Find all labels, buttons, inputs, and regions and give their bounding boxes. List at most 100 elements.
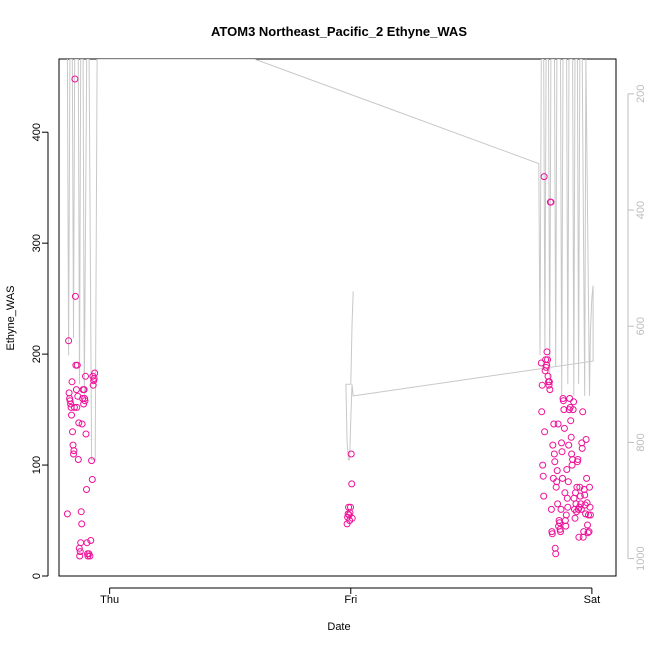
- secondary-line-layer: [66, 59, 594, 461]
- y2-tick-label: 400: [635, 201, 647, 219]
- data-point: [586, 503, 594, 511]
- data-point: [561, 517, 569, 524]
- data-point: [71, 292, 79, 300]
- data-point: [69, 441, 77, 449]
- data-point: [575, 533, 583, 541]
- data-point: [557, 528, 564, 536]
- data-point: [546, 386, 554, 394]
- data-point: [568, 450, 576, 458]
- y-tick-label: 300: [31, 234, 43, 252]
- data-point: [551, 458, 559, 466]
- data-point: [547, 505, 555, 513]
- data-point: [548, 530, 556, 538]
- data-point: [563, 466, 571, 473]
- x-tick-label: Fri: [344, 594, 357, 606]
- data-point: [586, 483, 593, 491]
- y2-tick-label: 800: [635, 433, 647, 451]
- data-point: [70, 447, 78, 455]
- data-point: [77, 508, 85, 516]
- data-point: [578, 444, 586, 452]
- data-point: [579, 533, 587, 541]
- data-point: [567, 433, 575, 441]
- data-point: [558, 448, 566, 456]
- data-point: [70, 403, 78, 411]
- data-point: [83, 486, 90, 493]
- data-point: [553, 467, 561, 475]
- data-point: [83, 539, 91, 547]
- data-point: [581, 491, 589, 499]
- data-point: [77, 539, 85, 547]
- data-point: [558, 439, 565, 447]
- data-point: [563, 494, 571, 502]
- data-point: [553, 478, 561, 486]
- data-point: [538, 381, 546, 389]
- y2-tick-label: 600: [635, 317, 647, 335]
- data-point: [580, 528, 588, 536]
- data-point: [88, 457, 96, 465]
- y-tick-label: 400: [31, 123, 43, 141]
- data-point: [348, 514, 356, 522]
- data-point: [69, 428, 76, 436]
- data-point: [71, 75, 79, 83]
- data-point: [68, 378, 76, 386]
- data-point: [68, 411, 75, 419]
- data-point: [566, 395, 574, 402]
- data-point: [545, 378, 553, 386]
- data-point: [75, 419, 83, 427]
- data-point: [573, 483, 581, 491]
- data-point: [539, 461, 547, 469]
- secondary-y-axis: 200 400 600 800 1000: [627, 85, 647, 571]
- data-point: [73, 403, 81, 411]
- data-point: [574, 456, 582, 463]
- data-point: [347, 503, 354, 511]
- secondary-series-line: [66, 59, 594, 461]
- data-point: [549, 441, 557, 449]
- data-point: [550, 450, 558, 458]
- data-point: [82, 430, 90, 438]
- data-point: [559, 397, 567, 405]
- data-point: [541, 428, 549, 436]
- x-axis: Thu Fri Sat: [100, 587, 600, 606]
- x-tick-label: Thu: [100, 594, 119, 606]
- scatter-points: [63, 75, 594, 560]
- x-axis-label: Date: [327, 621, 350, 633]
- data-point: [584, 529, 592, 537]
- data-point: [539, 472, 547, 480]
- data-point: [347, 450, 355, 458]
- data-point: [80, 386, 88, 394]
- data-point: [78, 520, 86, 528]
- data-point: [88, 476, 96, 483]
- data-point: [584, 521, 591, 529]
- data-point: [540, 173, 548, 181]
- data-point: [570, 398, 578, 406]
- plot-area-border: [58, 58, 617, 577]
- data-point: [571, 514, 579, 522]
- data-point: [557, 505, 565, 513]
- data-point: [72, 386, 80, 394]
- data-point: [565, 441, 573, 449]
- data-point: [91, 369, 99, 377]
- y2-tick-label: 1000: [635, 546, 647, 570]
- data-point: [554, 500, 562, 508]
- y-tick-label: 100: [31, 456, 43, 474]
- data-point: [562, 511, 570, 519]
- data-point: [549, 474, 557, 482]
- data-point: [576, 492, 584, 500]
- data-point: [582, 436, 590, 443]
- data-point: [583, 474, 591, 482]
- data-point: [70, 450, 77, 458]
- y-tick-label: 200: [31, 345, 43, 363]
- y2-tick-label: 200: [635, 85, 647, 103]
- data-point: [559, 474, 566, 482]
- data-point: [87, 537, 95, 544]
- y-tick-label: 0: [31, 573, 43, 579]
- data-point: [564, 503, 572, 511]
- data-point: [575, 503, 583, 511]
- data-point: [586, 511, 594, 519]
- data-point: [567, 417, 575, 425]
- data-point: [547, 198, 555, 206]
- data-point: [560, 424, 568, 432]
- data-point: [86, 552, 94, 560]
- data-point: [579, 408, 587, 416]
